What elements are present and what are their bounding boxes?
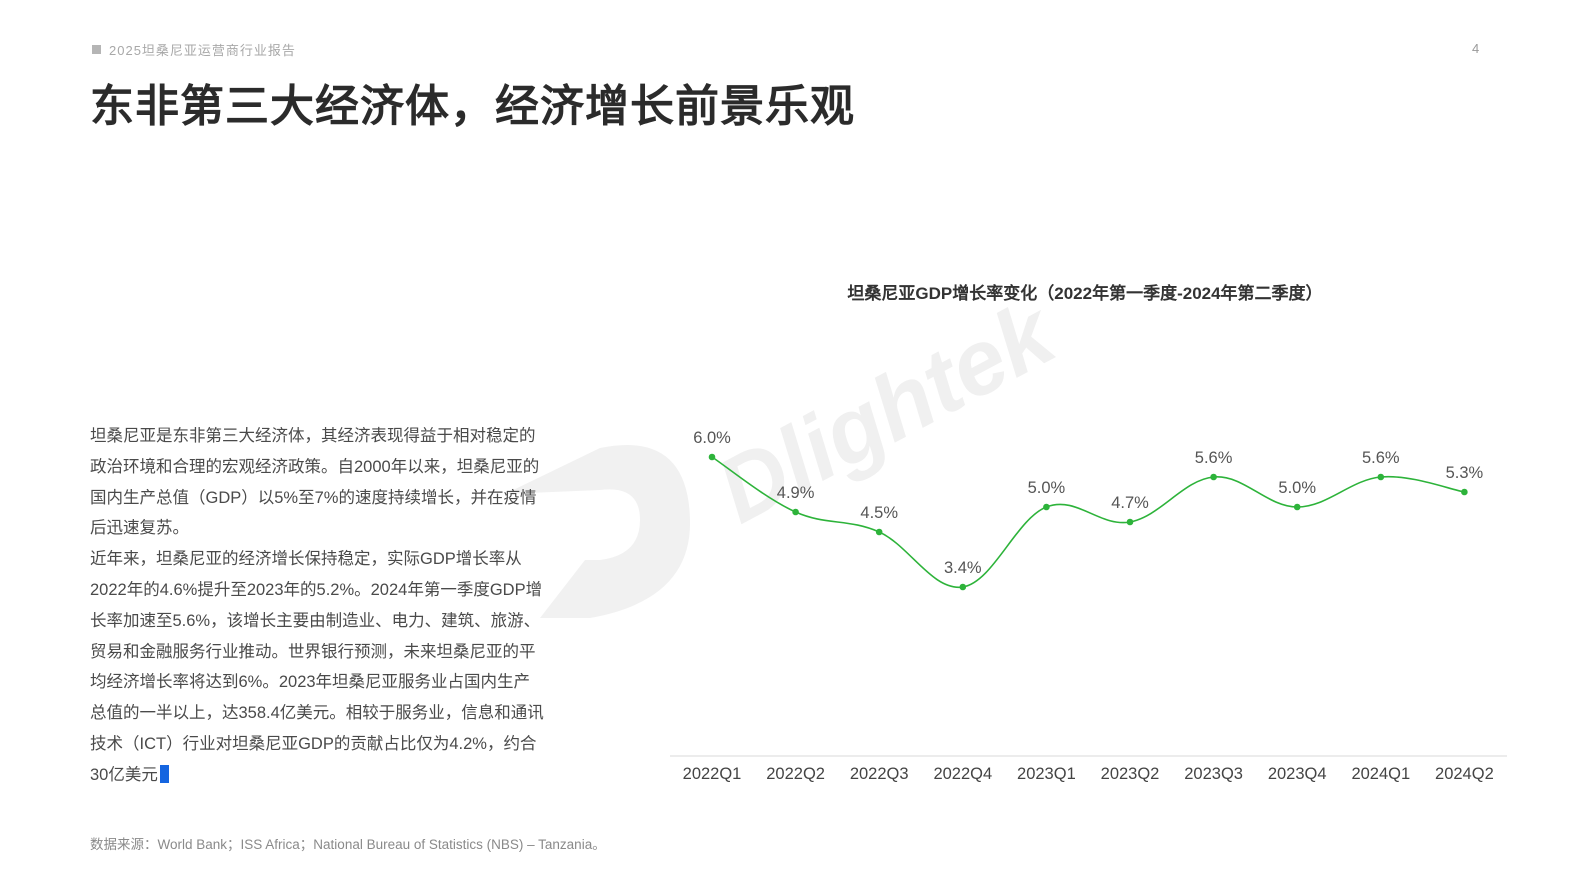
data-point-2024Q2 [1461,488,1468,496]
x-tick-label-2023Q1: 2023Q1 [1017,765,1076,783]
x-tick-label-2022Q2: 2022Q2 [766,765,825,783]
data-label-2022Q4: 3.4% [944,559,982,577]
data-point-2022Q3 [875,528,883,536]
data-label-2022Q1: 6.0% [693,429,731,447]
data-label-2023Q4: 5.0% [1278,479,1316,497]
page-title: 东非第三大经济体，经济增长前景乐观 [90,82,855,131]
data-point-2022Q1 [708,453,716,461]
gdp-line-chart: 6.0% 2022Q1 4.9% 2022Q2 4.5% 2022Q3 3.4% 2022Q4… [670,429,1507,783]
report-header: 2025坦桑尼亚运营商行业报告 [92,40,296,59]
data-point-2023Q1 [1043,503,1050,511]
data-point-2022Q2 [792,508,799,516]
data-label-2024Q2: 5.3% [1446,464,1484,482]
data-label-2023Q2: 4.7% [1111,494,1149,512]
data-point-2023Q4 [1293,503,1301,511]
report-name: 2025坦桑尼亚运营商行业报告 [109,43,296,58]
data-point-2022Q4 [959,583,967,591]
x-tick-label-2022Q4: 2022Q4 [933,765,992,783]
header-square-icon [92,45,101,54]
series-line [711,456,1465,588]
x-tick-label-2022Q3: 2022Q3 [850,765,909,783]
body-paragraph-2-text: 近年来，坦桑尼亚的经济增长保持稳定，实际GDP增长率从2022年的4.6%提升至… [90,550,544,784]
chart-title: 坦桑尼亚GDP增长率变化（2022年第一季度-2024年第二季度） [847,284,1323,303]
page-number: 4 [1472,41,1480,56]
x-tick-label-2022Q1: 2022Q1 [683,765,742,783]
data-source: 数据来源：World Bank；ISS Africa；National Bure… [90,837,606,852]
data-point-2024Q1 [1377,473,1385,481]
x-tick-label-2023Q2: 2023Q2 [1101,765,1160,783]
text-cursor-icon [159,764,169,783]
data-label-2022Q3: 4.5% [860,504,898,522]
x-tick-label-2023Q4: 2023Q4 [1268,765,1327,783]
data-point-2023Q3 [1210,473,1217,481]
data-label-2023Q1: 5.0% [1028,479,1066,497]
data-label-2022Q2: 4.9% [777,484,815,502]
body-text: 坦桑尼亚是东非第三大经济体，其经济表现得益于相对稳定的政治环境和合理的宏观经济政… [90,421,546,791]
data-label-2024Q1: 5.6% [1362,449,1400,467]
x-tick-label-2023Q3: 2023Q3 [1184,765,1243,783]
data-label-2023Q3: 5.6% [1195,449,1233,467]
body-paragraph-2: 近年来，坦桑尼亚的经济增长保持稳定，实际GDP增长率从2022年的4.6%提升至… [90,544,546,790]
watermark-logo-icon [505,445,691,618]
x-tick-label-2024Q1: 2024Q1 [1351,765,1410,783]
body-paragraph-1: 坦桑尼亚是东非第三大经济体，其经济表现得益于相对稳定的政治环境和合理的宏观经济政… [90,427,540,538]
data-point-2023Q2 [1126,518,1134,526]
x-tick-label-2024Q2: 2024Q2 [1435,765,1494,783]
